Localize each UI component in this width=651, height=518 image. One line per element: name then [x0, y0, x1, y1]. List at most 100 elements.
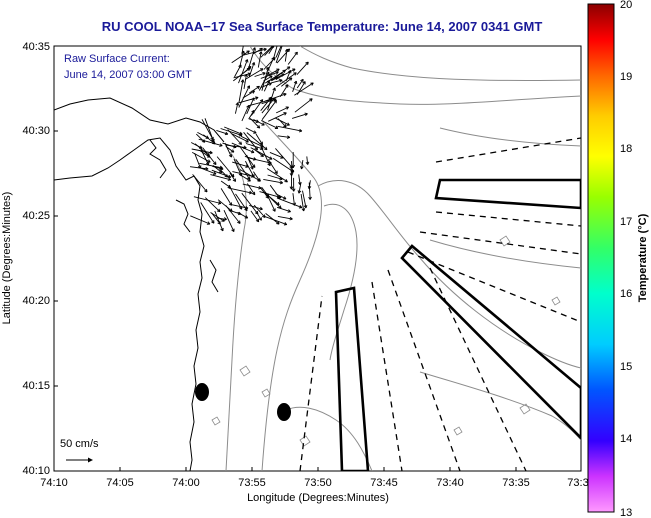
current-vector: [268, 68, 280, 76]
current-vector: [279, 84, 289, 97]
current-vector: [200, 202, 215, 224]
current-vector: [202, 147, 217, 165]
current-vector: [269, 184, 281, 199]
current-vector-head: [262, 71, 266, 74]
current-vector: [214, 210, 224, 232]
current-vector-head: [265, 66, 269, 70]
current-vector-head: [224, 217, 227, 220]
y-tick-label: 40:30: [22, 125, 50, 137]
current-vector-head: [235, 102, 239, 106]
dashed-line-1: [299, 295, 323, 471]
x-tick-label: 73:3: [567, 477, 588, 489]
sst-speckle-5: [499, 235, 511, 247]
current-vector-head: [268, 160, 272, 164]
depth-contour-south-ridge: [285, 406, 373, 471]
current-vector: [242, 90, 255, 99]
current-vector: [249, 85, 260, 94]
surface-current-vectors: [189, 41, 314, 232]
current-vector: [267, 174, 283, 180]
current-vector: [277, 215, 293, 220]
dashed-line-3: [387, 269, 461, 471]
dashed-line-7: [435, 211, 581, 227]
current-vector: [292, 80, 297, 92]
current-vector: [296, 81, 306, 95]
current-vector: [277, 125, 302, 132]
current-vector: [261, 100, 277, 120]
current-vector: [246, 183, 256, 196]
current-vector-head: [279, 205, 282, 209]
current-vector: [294, 82, 314, 96]
current-vector-head: [238, 64, 242, 67]
x-axis: 74:10 74:05 74:00 73:55 73:50 73:45 73:4…: [40, 467, 589, 489]
current-vector: [292, 193, 295, 206]
current-vector: [189, 166, 209, 170]
current-vector: [243, 74, 247, 89]
current-vector: [233, 73, 251, 79]
current-vector-head: [232, 149, 235, 153]
current-vector-head: [273, 46, 275, 48]
current-vector-head: [215, 161, 217, 165]
dashed-line-4: [407, 251, 581, 323]
current-vector: [231, 50, 250, 64]
y-tick-label: 40:25: [22, 210, 50, 222]
current-vector: [277, 118, 287, 128]
current-vector-head: [240, 141, 243, 145]
y-tick-label: 40:10: [22, 465, 50, 477]
current-vector: [193, 196, 222, 204]
current-vector: [249, 117, 261, 129]
current-vector: [250, 210, 260, 223]
current-vector: [238, 85, 250, 108]
current-vector-head: [293, 80, 297, 84]
current-vector-head: [259, 99, 263, 102]
current-vector-head: [262, 122, 265, 126]
shoreline-detail-c: [209, 259, 219, 293]
current-vector-head: [291, 186, 294, 190]
current-vector-head: [232, 173, 235, 177]
current-vector-head: [258, 125, 261, 129]
current-vector: [296, 61, 309, 76]
current-vector: [300, 194, 305, 212]
current-vector-head: [238, 211, 242, 215]
sst-speckle-1: [239, 365, 251, 377]
current-vector: [216, 156, 235, 178]
current-vector: [291, 113, 308, 119]
current-vector: [245, 127, 257, 134]
current-vector: [203, 134, 216, 145]
current-vector-head: [301, 166, 304, 170]
current-vector-head: [275, 125, 279, 129]
current-vector: [238, 79, 244, 104]
current-vector-head: [240, 79, 244, 83]
current-vector-head: [263, 47, 267, 50]
x-tick-label: 73:40: [436, 477, 464, 489]
current-vector-head: [258, 51, 262, 55]
depth-contour-inner: [225, 151, 247, 471]
coastline-outline: [54, 137, 205, 471]
current-vector: [223, 210, 235, 232]
current-vector-head: [271, 56, 275, 60]
current-vector-head: [239, 220, 241, 224]
current-vector: [252, 47, 263, 55]
current-vector: [257, 51, 262, 68]
current-vector-head: [205, 166, 209, 170]
current-vector-head: [281, 43, 283, 45]
current-vector: [239, 96, 259, 104]
current-vector-head: [300, 78, 304, 82]
current-vector: [268, 112, 287, 122]
region-long-diagonal: [400, 244, 581, 440]
current-vector: [264, 215, 287, 226]
current-vector: [220, 180, 231, 189]
depth-contour-bank: [323, 203, 358, 361]
y-tick-label: 40:20: [22, 295, 50, 307]
current-vector: [294, 98, 313, 113]
current-vector: [191, 152, 211, 163]
sst-speckle-7: [519, 403, 531, 415]
current-vector: [233, 158, 242, 177]
current-vector: [228, 184, 243, 210]
sst-speckle-8: [453, 426, 463, 436]
current-vector-head: [307, 161, 310, 165]
current-vector: [259, 191, 282, 199]
current-vector-head: [293, 188, 296, 192]
current-vector-head: [287, 135, 291, 138]
current-vector-head: [274, 41, 277, 42]
